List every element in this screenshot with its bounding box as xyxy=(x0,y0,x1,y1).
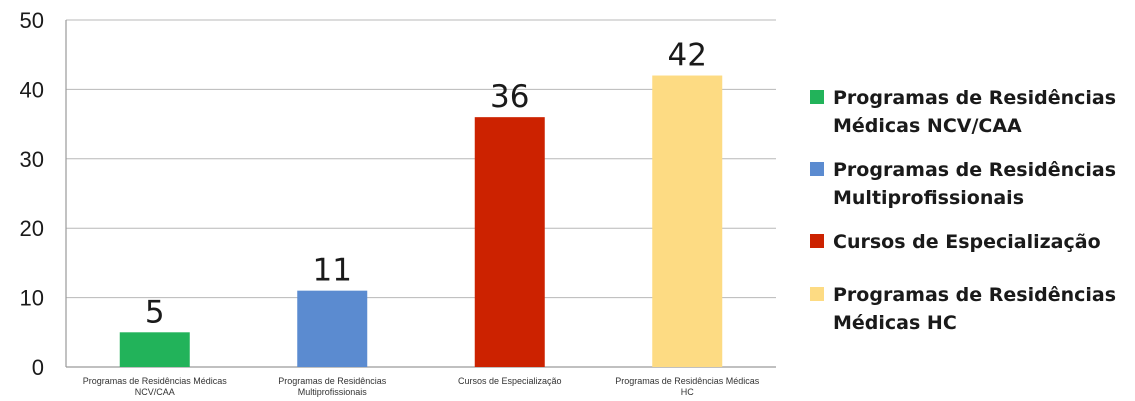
x-tick-label-line: NCV/CAA xyxy=(135,387,175,397)
x-tick-label: Programas de Residências Multiprofissiona… xyxy=(278,376,387,397)
y-tick-label: 40 xyxy=(20,77,44,102)
x-tick-label-line: HC xyxy=(681,387,694,397)
x-tick-label-line: Multiprofissionais xyxy=(298,387,368,397)
data-label: 36 xyxy=(490,79,529,115)
y-tick-label: 20 xyxy=(20,216,44,241)
legend-label: Multiprofissionais xyxy=(833,187,1025,209)
bars xyxy=(119,75,723,368)
legend-label: Programas de Residências xyxy=(833,284,1117,306)
y-tick-label: 0 xyxy=(32,355,44,380)
bar xyxy=(474,117,545,367)
x-tick-label: Cursos de Especialização xyxy=(458,376,562,386)
legend-label: Programas de Residências xyxy=(833,87,1117,109)
x-tick-label-line: Programas de Residências xyxy=(278,376,387,386)
y-tick-label: 10 xyxy=(20,286,44,311)
x-tick-label: Programas de Residências Médicas HC xyxy=(615,376,760,397)
legend-item: Programas de Residências Médicas HC xyxy=(805,281,1130,337)
data-label: 5 xyxy=(145,294,165,330)
legend-item: Programas de Residências Multiprofissiona… xyxy=(805,156,1130,212)
x-tick-label-line: Programas de Residências Médicas xyxy=(83,376,228,386)
y-tick-label: 30 xyxy=(20,147,44,172)
legend-swatch xyxy=(810,90,824,104)
legend-item: Cursos de Especialização xyxy=(805,228,1130,256)
legend-label: Cursos de Especialização xyxy=(833,231,1101,253)
y-tick-label: 50 xyxy=(20,8,44,33)
legend-item: Programas de Residências Médicas NCV/CAA xyxy=(805,84,1130,140)
x-tick-label: Programas de Residências Médicas NCV/CAA xyxy=(83,376,228,397)
data-label: 42 xyxy=(668,38,707,74)
chart-legend: Programas de Residências Médicas NCV/CAA P… xyxy=(805,84,1130,337)
legend-label: Médicas NCV/CAA xyxy=(833,115,1022,137)
y-axis-ticks: 0 10 20 30 40 50 xyxy=(20,8,44,380)
data-labels: 5 11 36 42 xyxy=(145,38,707,331)
data-label: 11 xyxy=(313,253,352,289)
legend-swatch xyxy=(810,234,824,248)
x-tick-label-line: Programas de Residências Médicas xyxy=(615,376,760,386)
bar xyxy=(652,75,723,368)
legend-swatch xyxy=(810,162,824,176)
legend-label: Programas de Residências xyxy=(833,159,1117,181)
x-axis-ticks: Programas de Residências Médicas NCV/CAAP… xyxy=(83,376,760,397)
legend-swatch xyxy=(810,287,824,301)
bar xyxy=(297,290,368,367)
x-tick-label-line: Cursos de Especialização xyxy=(458,376,562,386)
bar xyxy=(119,332,190,367)
legend-label: Médicas HC xyxy=(833,312,957,334)
